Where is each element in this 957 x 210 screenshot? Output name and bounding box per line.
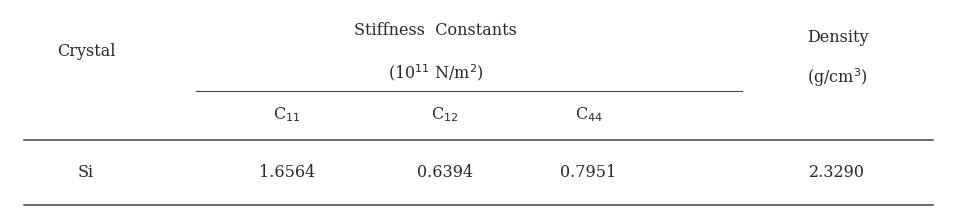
Text: (g/cm$^{3}$): (g/cm$^{3}$) — [807, 66, 868, 89]
Text: Si: Si — [78, 164, 94, 181]
Text: 0.6394: 0.6394 — [417, 164, 473, 181]
Text: Stiffness  Constants: Stiffness Constants — [354, 22, 517, 39]
Text: (10$^{11}$ N/m$^{2}$): (10$^{11}$ N/m$^{2}$) — [388, 62, 483, 83]
Text: Density: Density — [807, 29, 868, 46]
Text: C$_{12}$: C$_{12}$ — [432, 105, 458, 124]
Text: C$_{44}$: C$_{44}$ — [574, 105, 603, 124]
Text: Crystal: Crystal — [56, 43, 116, 60]
Text: 0.7951: 0.7951 — [561, 164, 616, 181]
Text: 2.3290: 2.3290 — [810, 164, 865, 181]
Text: 1.6564: 1.6564 — [259, 164, 315, 181]
Text: C$_{11}$: C$_{11}$ — [274, 105, 300, 124]
